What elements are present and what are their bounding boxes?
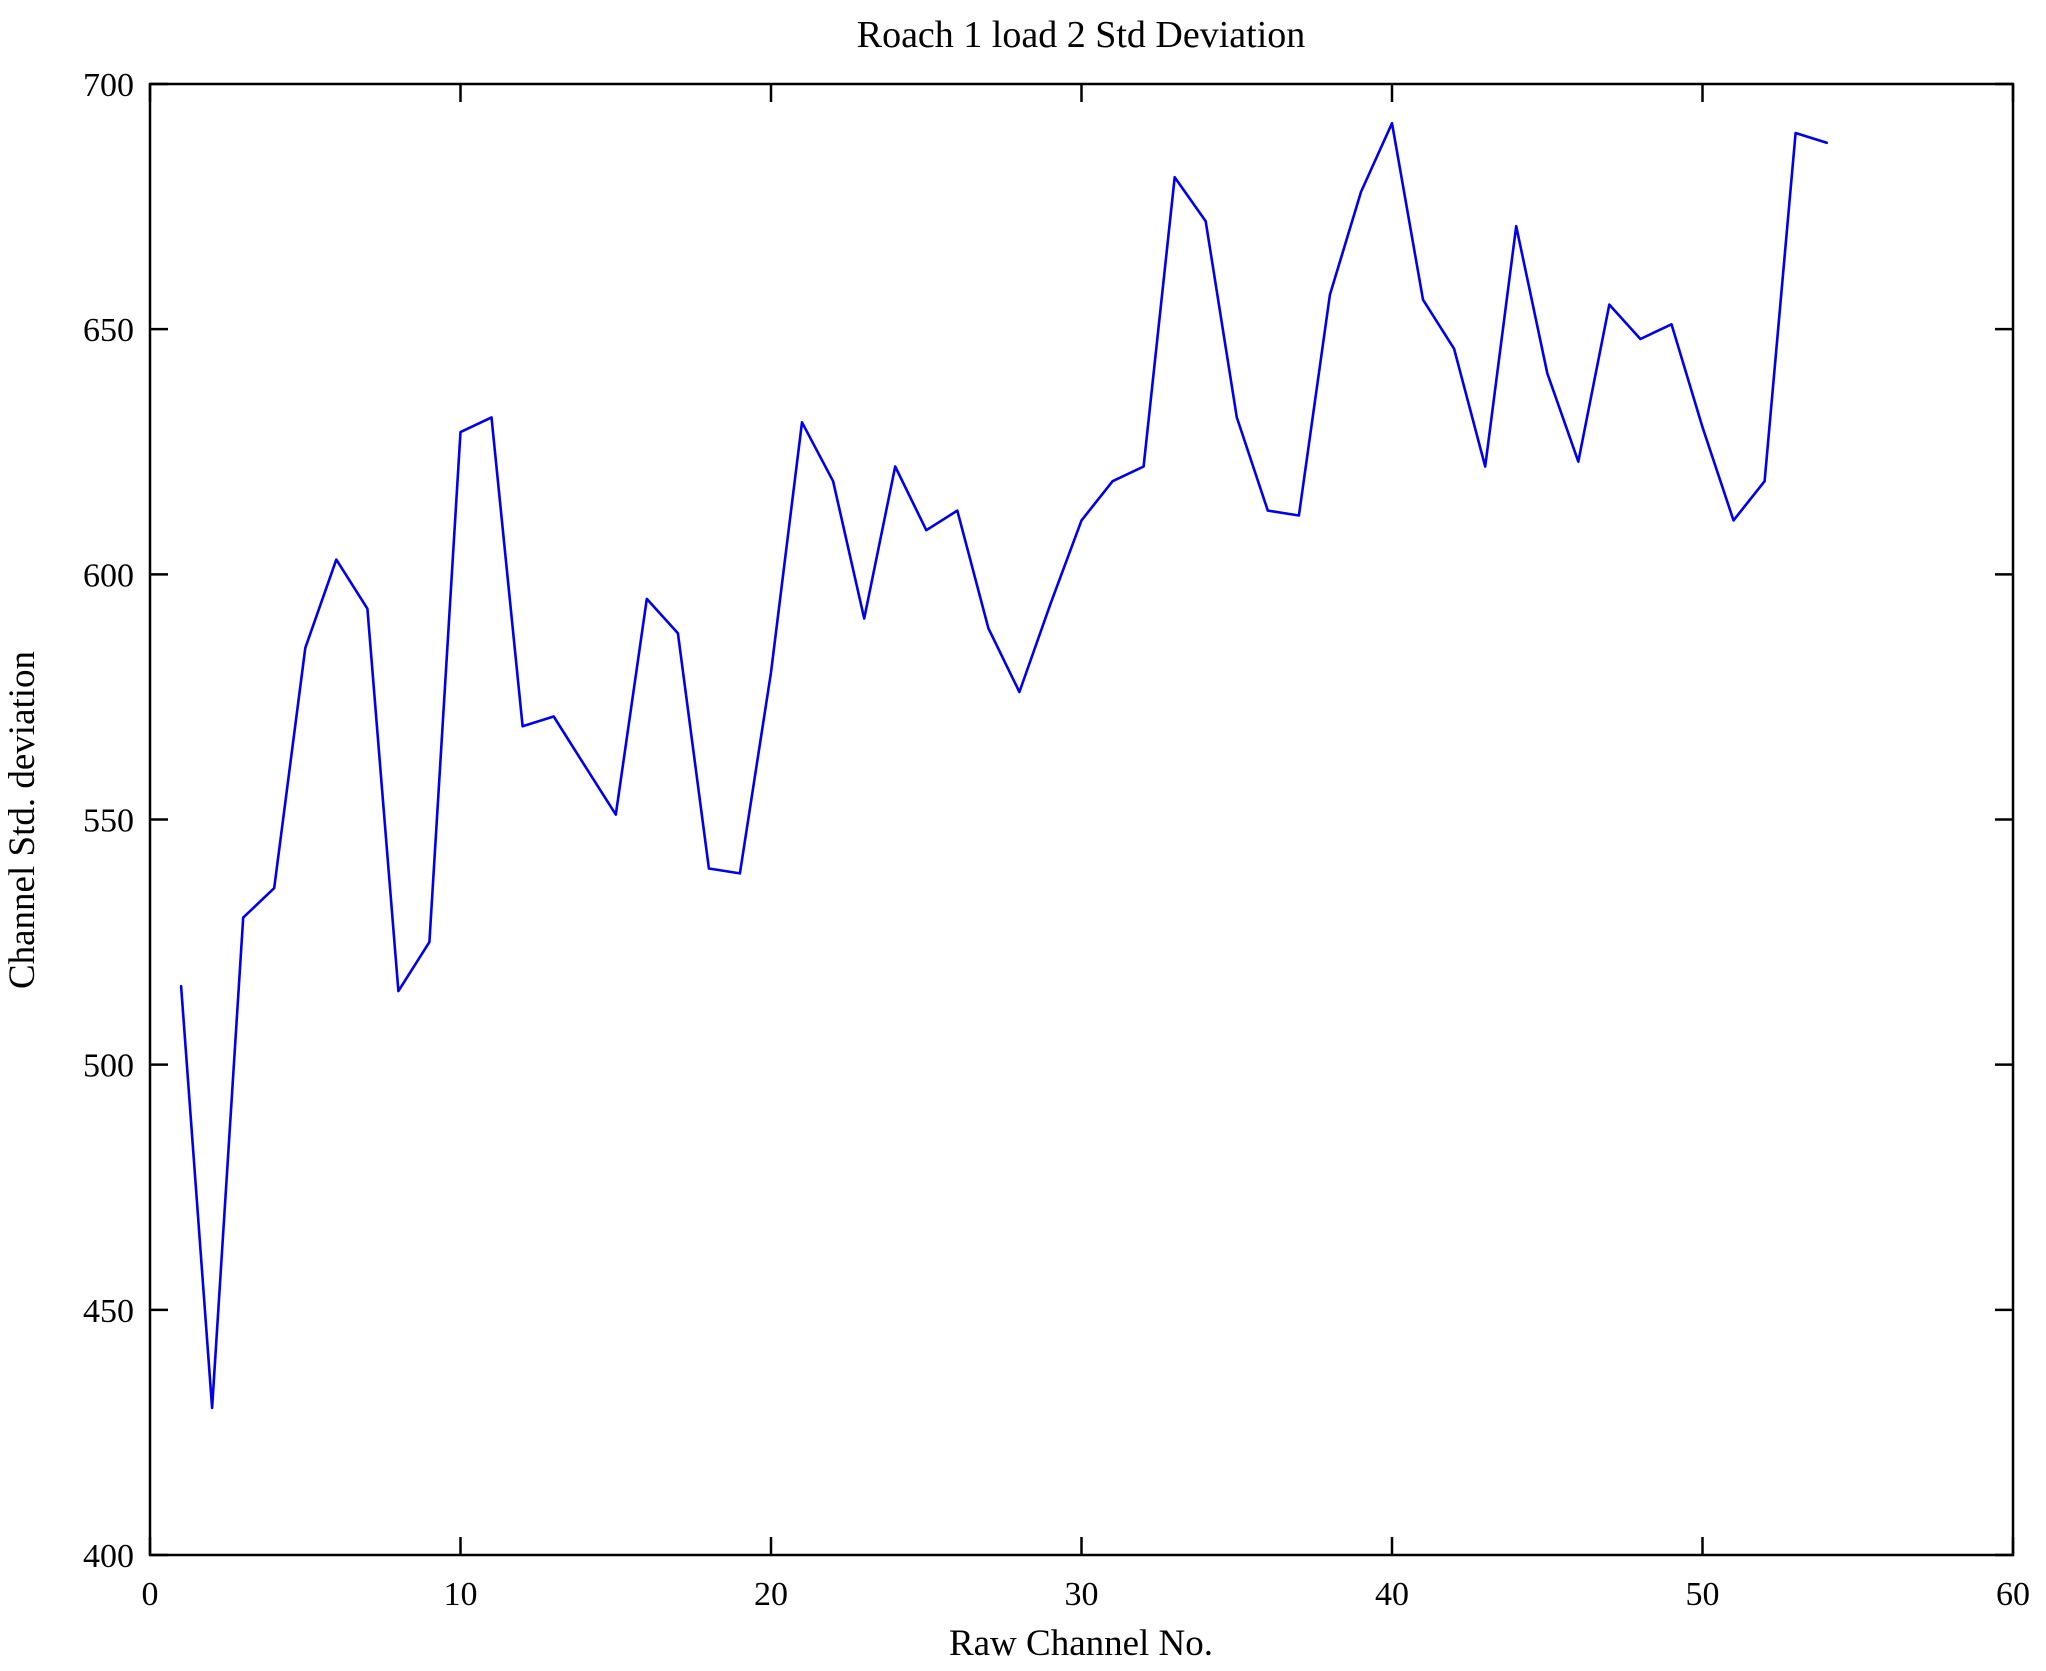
y-tick-label: 400	[83, 1538, 134, 1575]
x-tick-label: 60	[1996, 1576, 2030, 1613]
x-tick-label: 40	[1375, 1576, 1409, 1613]
x-axis-label: Raw Channel No.	[949, 1623, 1213, 1664]
x-tick-label: 0	[142, 1576, 159, 1613]
y-tick-label: 700	[83, 67, 134, 104]
y-tick-label: 550	[83, 803, 134, 840]
chart-title: Roach 1 load 2 Std Deviation	[857, 14, 1306, 56]
x-tick-label: 50	[1686, 1576, 1720, 1613]
y-tick-label: 500	[83, 1048, 134, 1085]
axis-ticks: 0 10 20 30 40 50 60 400 450 500 550 600 650 700	[83, 67, 2030, 1613]
y-tick-label: 450	[83, 1293, 134, 1330]
y-axis-label: Channel Std. deviation	[2, 651, 43, 989]
x-tick-label: 30	[1065, 1576, 1099, 1613]
x-tick-label: 20	[754, 1576, 788, 1613]
y-tick-label: 650	[83, 312, 134, 349]
data-line	[179, 121, 1828, 1410]
plot-box	[148, 82, 2015, 1557]
y-tick-label: 600	[83, 557, 134, 594]
x-tick-label: 10	[444, 1576, 478, 1613]
